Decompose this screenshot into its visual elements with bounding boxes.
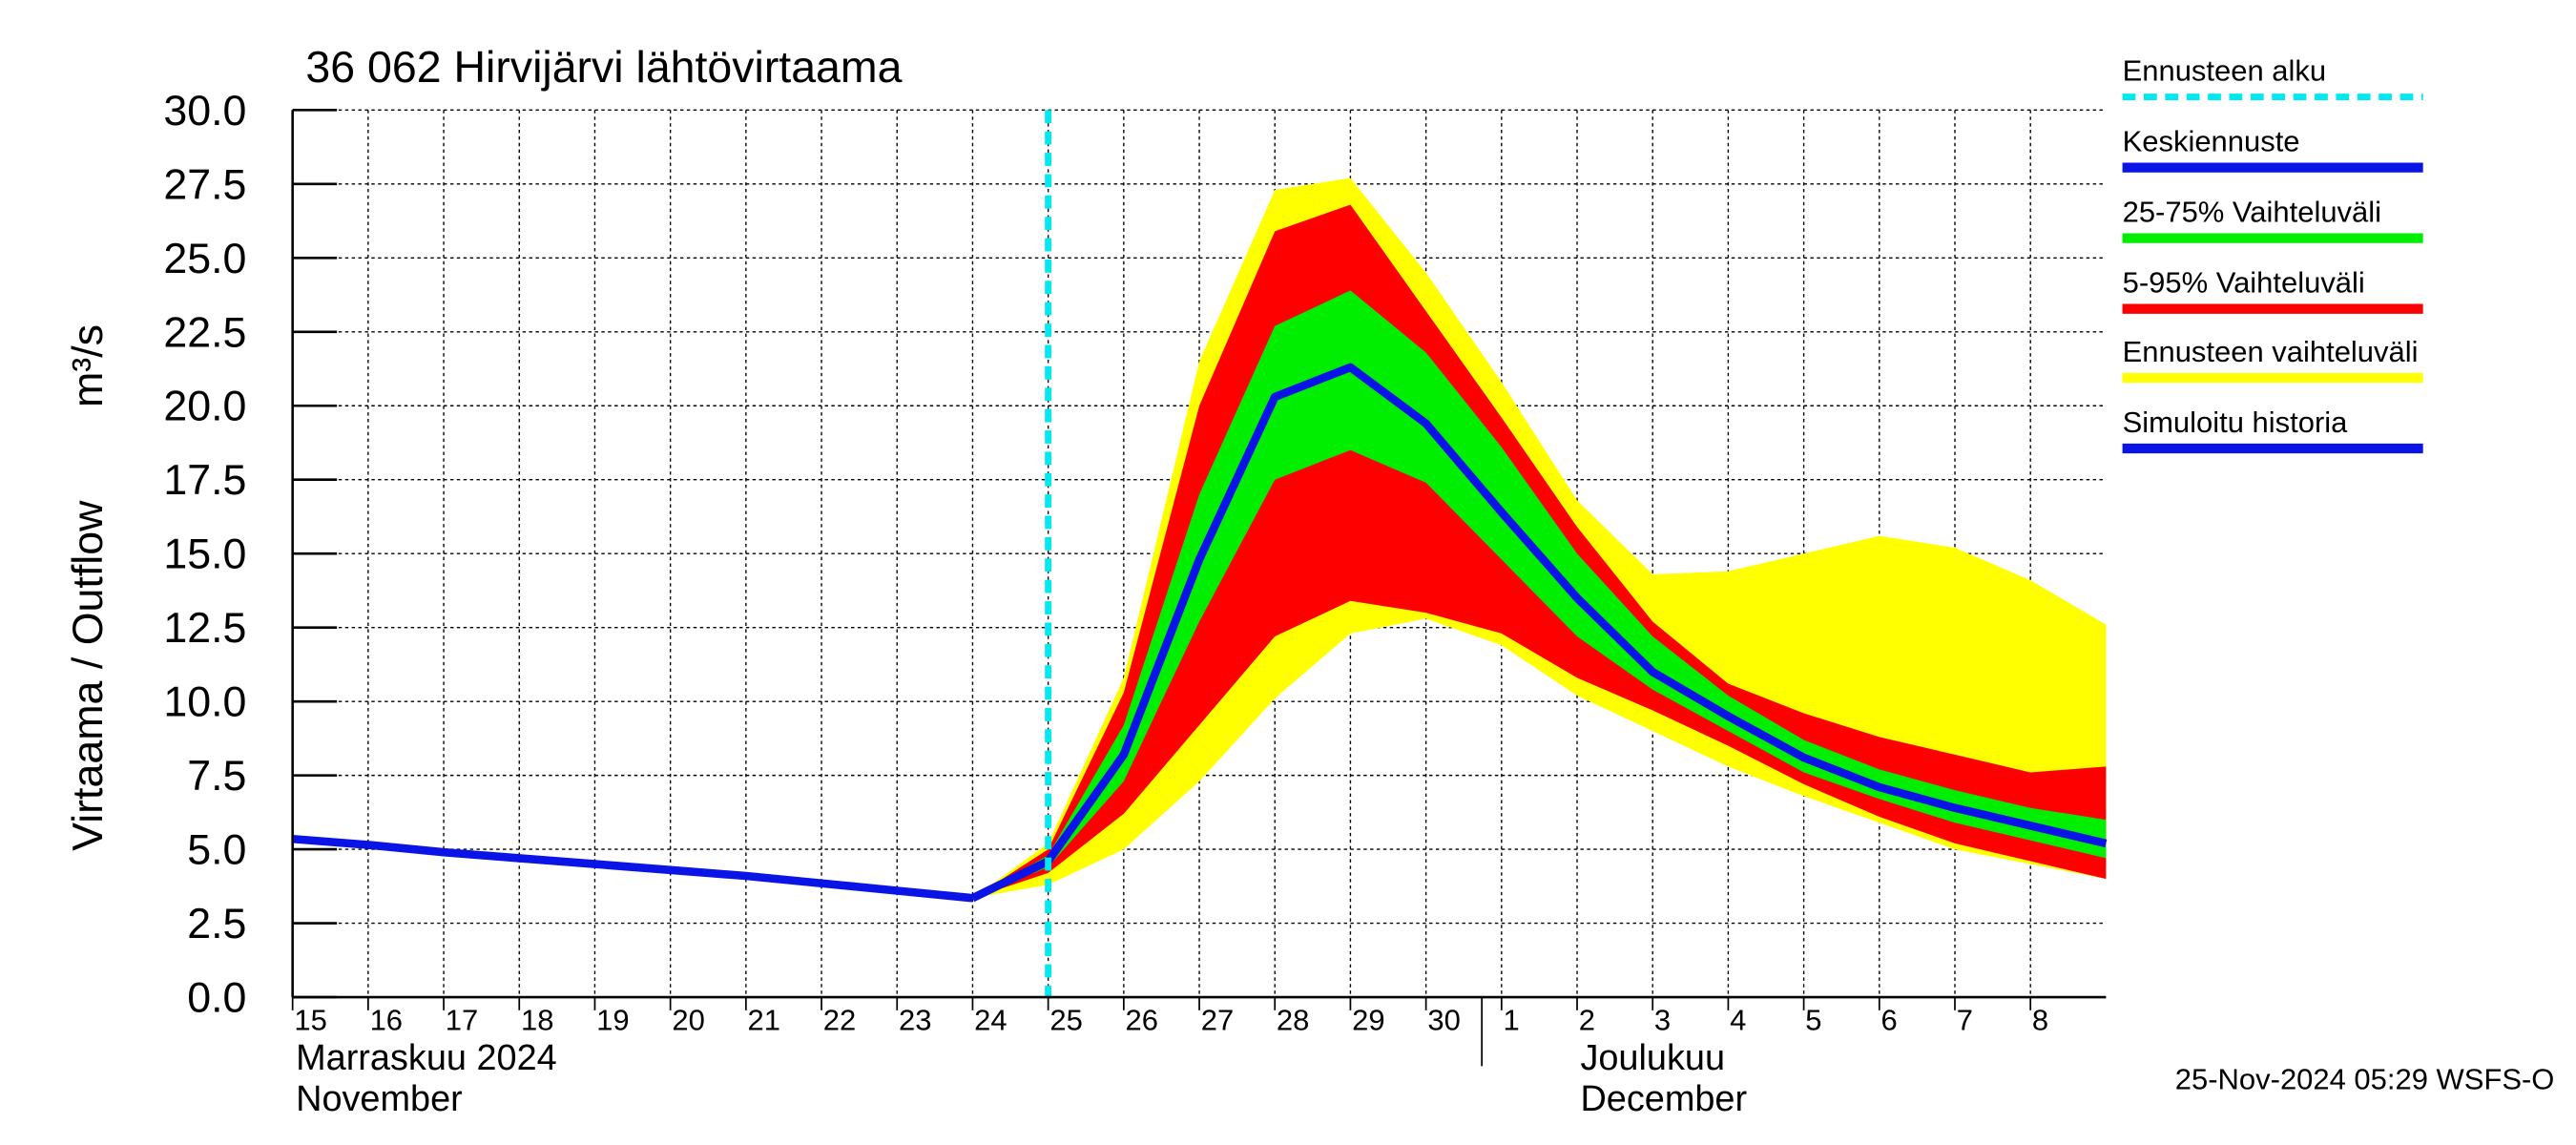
legend-label: Keskiennuste — [2123, 124, 2300, 157]
y-tick-label: 15.0 — [163, 531, 246, 578]
x-tick-label: 1 — [1504, 1003, 1520, 1036]
y-tick-label: 22.5 — [163, 308, 246, 356]
x-tick-label: 19 — [596, 1003, 629, 1036]
y-tick-label: 12.5 — [163, 604, 246, 652]
legend-label: Simuloitu historia — [2123, 406, 2349, 439]
chart-title: 36 062 Hirvijärvi lähtövirtaama — [305, 42, 902, 92]
footer: 25-Nov-2024 05:29 WSFS-O — [2175, 1062, 2555, 1095]
x-tick-label: 6 — [1881, 1003, 1898, 1036]
x-tick-label: 5 — [1805, 1003, 1821, 1036]
x-tick-label: 4 — [1730, 1003, 1746, 1036]
y-tick-label: 25.0 — [163, 235, 246, 282]
x-tick-label: 3 — [1654, 1003, 1671, 1036]
x-tick-label: 7 — [1957, 1003, 1973, 1036]
x-tick-label: 17 — [446, 1003, 478, 1036]
y-tick-label: 17.5 — [163, 456, 246, 504]
x-tick-label: 25 — [1049, 1003, 1082, 1036]
y-tick-label: 7.5 — [187, 752, 246, 800]
y-tick-label: 30.0 — [163, 87, 246, 135]
x-tick-label: 8 — [2032, 1003, 2048, 1036]
legend-label: Ennusteen vaihteluväli — [2123, 335, 2419, 368]
y-tick-label: 10.0 — [163, 678, 246, 726]
y-tick-label: 27.5 — [163, 160, 246, 208]
x-tick-label: 26 — [1126, 1003, 1158, 1036]
x-tick-label: 29 — [1352, 1003, 1384, 1036]
y-axis-label: Virtaama / Outflow — [64, 500, 112, 851]
month-label: November — [296, 1079, 463, 1119]
x-tick-label: 15 — [294, 1003, 326, 1036]
x-tick-label: 27 — [1201, 1003, 1234, 1036]
x-tick-label: 28 — [1277, 1003, 1309, 1036]
y-tick-label: 5.0 — [187, 826, 246, 874]
x-tick-label: 18 — [521, 1003, 553, 1036]
x-tick-label: 22 — [823, 1003, 856, 1036]
month-label: Marraskuu 2024 — [296, 1038, 557, 1078]
month-label: Joulukuu — [1580, 1038, 1725, 1078]
legend-label: 25-75% Vaihteluväli — [2123, 195, 2381, 228]
y-tick-label: 0.0 — [187, 974, 246, 1022]
x-tick-label: 30 — [1427, 1003, 1460, 1036]
y-tick-label: 20.0 — [163, 383, 246, 430]
legend-label: Ennusteen alku — [2123, 53, 2327, 87]
y-axis-unit: m³/s — [64, 324, 112, 407]
x-tick-label: 16 — [370, 1003, 403, 1036]
month-label: December — [1580, 1079, 1747, 1119]
x-tick-label: 23 — [899, 1003, 931, 1036]
x-tick-label: 24 — [974, 1003, 1007, 1036]
y-tick-label: 2.5 — [187, 900, 246, 947]
x-tick-label: 2 — [1579, 1003, 1595, 1036]
x-tick-label: 20 — [672, 1003, 704, 1036]
legend-label: 5-95% Vaihteluväli — [2123, 265, 2365, 299]
line — [970, 363, 2108, 903]
line — [292, 834, 973, 903]
x-tick-label: 21 — [748, 1003, 780, 1036]
